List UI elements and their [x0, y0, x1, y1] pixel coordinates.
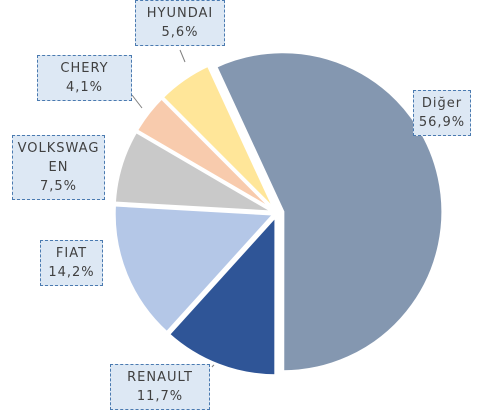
pie-slice	[213, 50, 445, 374]
data-label: VOLKSWAGEN 7,5%	[12, 135, 105, 200]
category-label: CHERY	[60, 61, 109, 76]
data-label: FIAT 14,2%	[40, 240, 103, 286]
data-label: RENAULT 11,7%	[110, 364, 210, 410]
leader-line	[131, 94, 143, 109]
value-label: 14,2%	[48, 265, 95, 280]
pie-slice	[112, 203, 278, 335]
data-label: Diğer 56,9%	[413, 90, 471, 136]
category-label: FIAT	[55, 246, 88, 261]
category-label: Diğer	[421, 96, 463, 111]
data-label: HYUNDAI 5,6%	[135, 0, 225, 46]
value-label: 56,9%	[418, 115, 466, 130]
data-label: CHERY 4,1%	[37, 55, 132, 101]
category-label: HYUNDAI	[146, 6, 214, 21]
value-label: 4,1%	[65, 80, 104, 95]
value-label: 5,6%	[161, 25, 199, 40]
pie-slice	[160, 63, 277, 212]
category-label: VOLKSWAGEN	[17, 141, 100, 175]
value-label: 7,5%	[39, 179, 78, 194]
value-label: 11,7%	[136, 389, 184, 404]
category-label: RENAULT	[127, 370, 193, 385]
pie-slice	[166, 211, 278, 378]
leader-line	[179, 49, 186, 63]
